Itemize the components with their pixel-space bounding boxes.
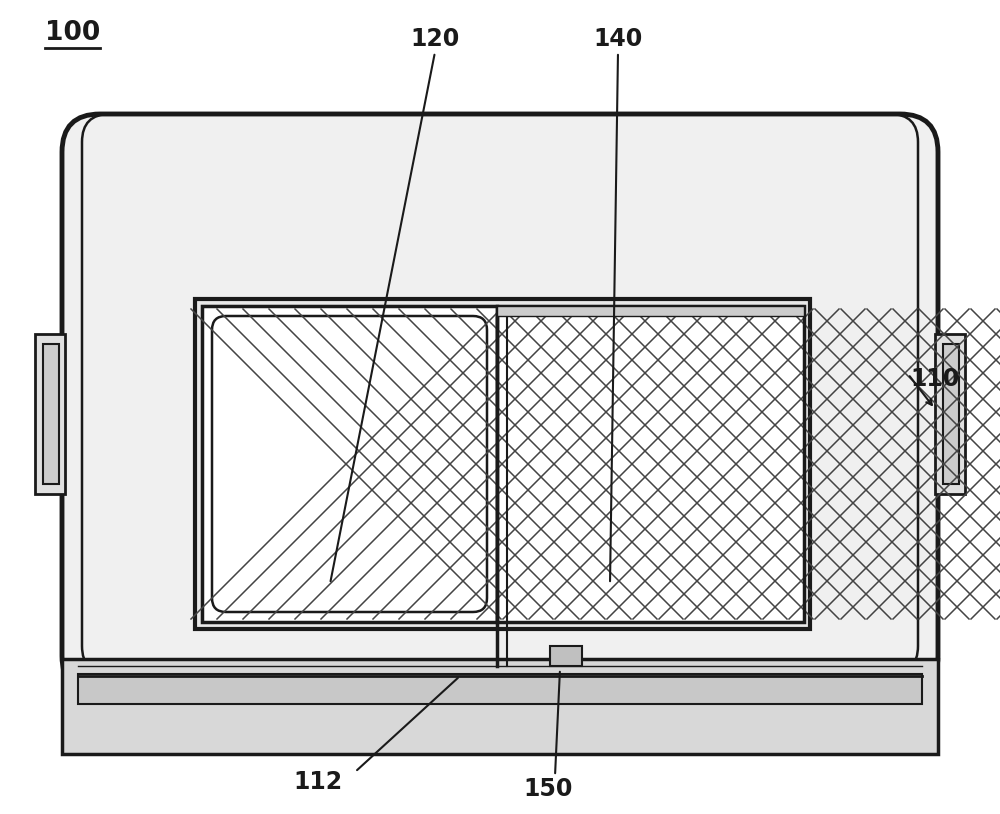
Bar <box>62 659 938 754</box>
FancyBboxPatch shape <box>62 114 938 694</box>
Text: 140: 140 <box>593 27 643 51</box>
Bar <box>943 344 959 484</box>
Text: 120: 120 <box>410 27 460 51</box>
Bar <box>78 674 922 704</box>
Text: 112: 112 <box>293 770 343 794</box>
Bar <box>202 306 497 622</box>
Text: 150: 150 <box>523 777 573 801</box>
Bar <box>195 299 810 629</box>
Text: 100: 100 <box>45 20 100 46</box>
FancyBboxPatch shape <box>212 316 487 612</box>
Bar <box>497 306 804 622</box>
Bar <box>35 334 65 494</box>
Bar <box>935 334 965 494</box>
Bar <box>550 646 582 666</box>
Bar <box>497 306 804 316</box>
Bar <box>43 344 59 484</box>
Bar <box>500 309 801 619</box>
Bar <box>202 306 803 622</box>
Text: 110: 110 <box>910 367 959 391</box>
Bar <box>497 306 804 622</box>
